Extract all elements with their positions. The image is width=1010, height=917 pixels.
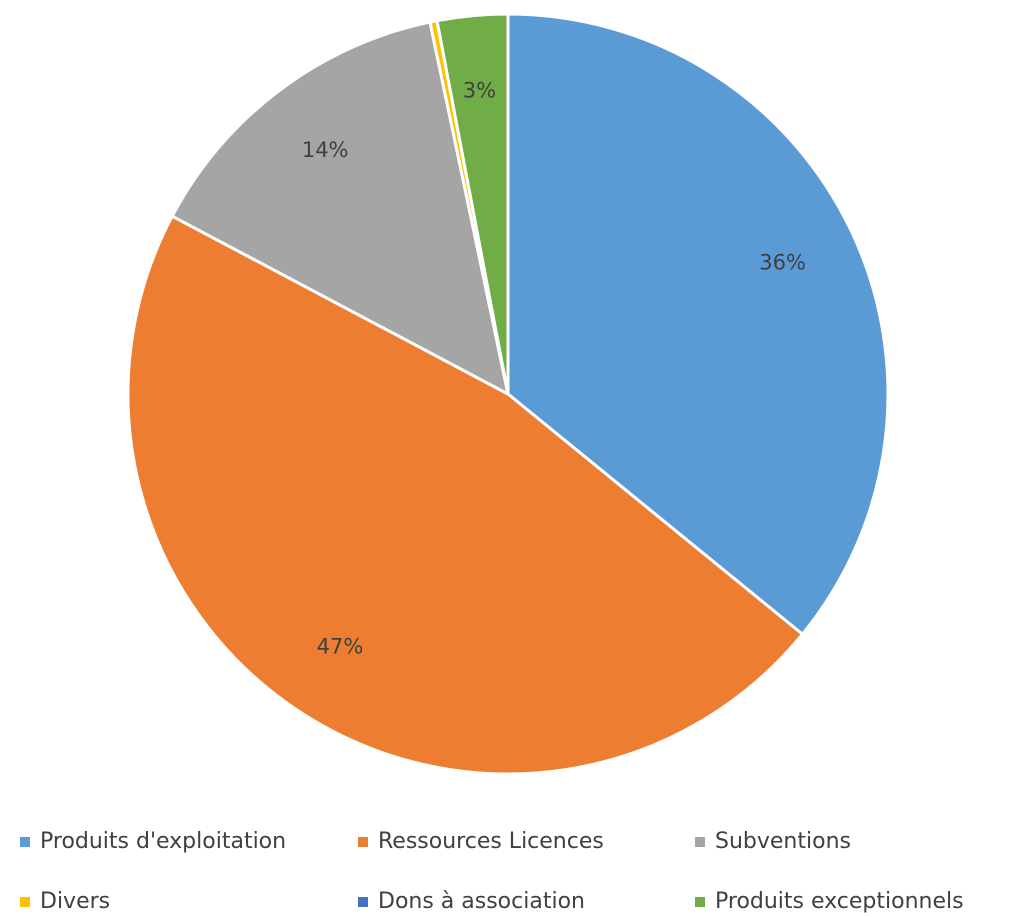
legend-swatch <box>358 897 368 907</box>
legend-label: Produits d'exploitation <box>40 829 286 854</box>
pie-slice <box>170 20 511 397</box>
legend-swatch <box>695 837 705 847</box>
legend-swatch <box>358 837 368 847</box>
legend-label: Divers <box>40 889 110 914</box>
legend-label: Produits exceptionnels <box>715 889 964 914</box>
data-label: 3% <box>463 78 496 102</box>
data-label: 47% <box>317 634 364 658</box>
legend-swatch <box>695 897 705 907</box>
legend-label: Subventions <box>715 829 851 854</box>
legend-swatch <box>20 837 30 847</box>
pie-slice <box>506 12 890 637</box>
data-label: 14% <box>302 138 349 162</box>
pie-slice <box>435 12 510 395</box>
legend-label: Ressources Licences <box>378 829 604 854</box>
pie-slice <box>126 214 805 776</box>
legend-swatch <box>20 897 30 907</box>
legend-label: Dons à association <box>378 889 585 914</box>
data-label: 36% <box>759 251 806 275</box>
